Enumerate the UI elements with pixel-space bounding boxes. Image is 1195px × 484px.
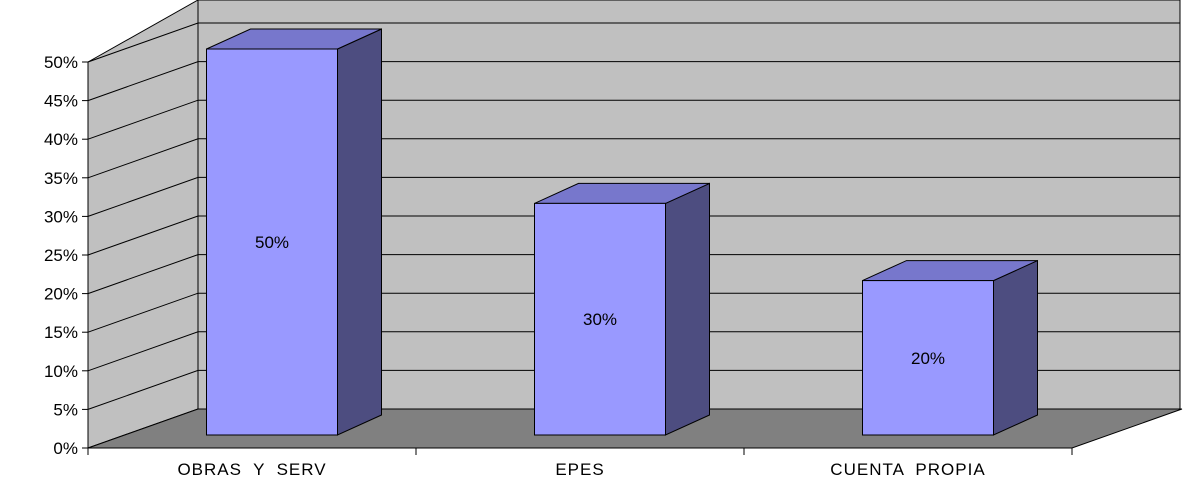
axes xyxy=(82,61,1073,455)
gridline xyxy=(87,215,1180,256)
gridline xyxy=(87,254,1180,295)
y-tick-label: 0% xyxy=(53,439,78,458)
bars xyxy=(206,28,1038,436)
y-tick-label: 15% xyxy=(44,323,78,342)
bar-side xyxy=(665,182,710,436)
y-tick-label: 30% xyxy=(44,207,78,226)
bar xyxy=(862,259,1038,436)
y-tick-label: 40% xyxy=(44,130,78,149)
y-tick-label: 20% xyxy=(44,285,78,304)
y-tick-label: 10% xyxy=(44,362,78,381)
gridline xyxy=(87,99,1180,140)
gridline xyxy=(87,22,1180,63)
bar-front xyxy=(206,48,338,436)
gridline xyxy=(87,369,1180,410)
gridline xyxy=(87,138,1180,179)
category-label: CUENTA PROPIA xyxy=(830,460,985,479)
gridline xyxy=(87,292,1180,333)
y-tick-label: 45% xyxy=(44,92,78,111)
data-label: 30% xyxy=(583,310,617,329)
data-label: 20% xyxy=(911,349,945,368)
bar xyxy=(534,182,710,436)
gridline xyxy=(87,61,1180,102)
y-tick-label: 25% xyxy=(44,246,78,265)
y-tick-label: 5% xyxy=(53,400,78,419)
bar-front xyxy=(534,202,666,436)
bar-side xyxy=(993,259,1038,436)
category-label: EPES xyxy=(555,460,604,479)
gridline xyxy=(87,331,1180,372)
data-label: 50% xyxy=(255,233,289,252)
gridline xyxy=(87,176,1180,217)
labels: 0% 5% 10% 15% 20% 25% 30% 35% 40% 45% 50% 50% OBRAS … xyxy=(44,53,985,479)
category-label: OBRAS Y SERV xyxy=(177,460,326,479)
y-tick-label: 50% xyxy=(44,53,78,72)
bar-side xyxy=(337,28,382,436)
y-tick-label: 35% xyxy=(44,169,78,188)
gridlines xyxy=(87,22,1180,410)
bar xyxy=(206,28,382,436)
bar-front xyxy=(862,280,994,436)
